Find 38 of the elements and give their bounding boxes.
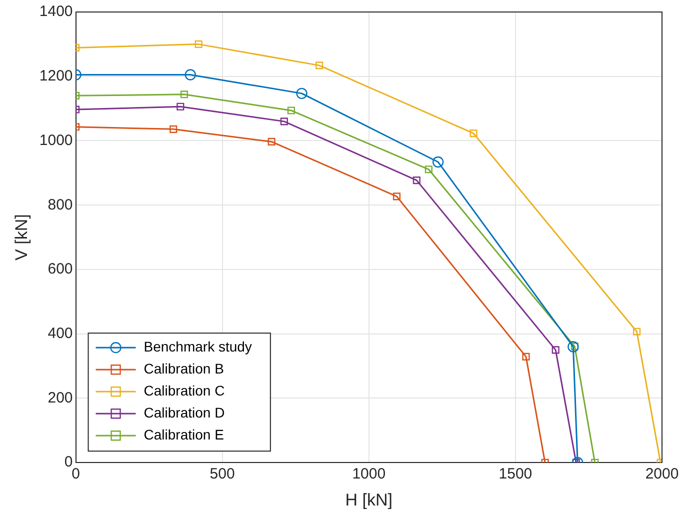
point xyxy=(412,176,420,184)
point xyxy=(280,118,288,126)
point xyxy=(194,40,202,48)
y-tick-label: 400 xyxy=(48,325,73,342)
point xyxy=(316,62,324,70)
y-tick-label: 1200 xyxy=(39,68,73,85)
y-axis-title: V [kN] xyxy=(12,214,31,260)
legend-label: Calibration B xyxy=(144,360,224,376)
y-tick-label: 600 xyxy=(48,260,73,278)
point xyxy=(424,166,432,174)
point xyxy=(552,346,560,354)
point xyxy=(392,192,401,200)
legend-label: Benchmark study xyxy=(144,338,252,354)
point xyxy=(470,130,478,138)
x-tick-label: 2000 xyxy=(645,466,679,483)
y-tick-label: 1000 xyxy=(39,132,73,149)
point xyxy=(568,341,579,352)
point xyxy=(268,138,276,146)
x-axis-title: H [kN] xyxy=(345,490,392,510)
point xyxy=(633,328,641,336)
y-tick-label: 0 xyxy=(64,454,73,471)
point xyxy=(432,156,444,168)
x-tick-label: 500 xyxy=(210,466,235,483)
point xyxy=(296,88,308,100)
y-tick-label: 800 xyxy=(48,196,73,214)
point xyxy=(176,102,184,110)
x-tick-label: 1000 xyxy=(352,466,386,483)
legend-label: Calibration D xyxy=(144,404,225,420)
point xyxy=(184,69,196,80)
y-tick-label: 1400 xyxy=(39,3,73,20)
point xyxy=(170,125,178,133)
y-tick-label: 200 xyxy=(48,389,73,406)
point xyxy=(180,90,188,98)
x-tick-label: 1500 xyxy=(498,466,532,483)
point xyxy=(522,352,530,360)
legend-label: Calibration C xyxy=(144,382,225,398)
point xyxy=(287,106,295,114)
legend-label: Calibration E xyxy=(144,426,224,442)
